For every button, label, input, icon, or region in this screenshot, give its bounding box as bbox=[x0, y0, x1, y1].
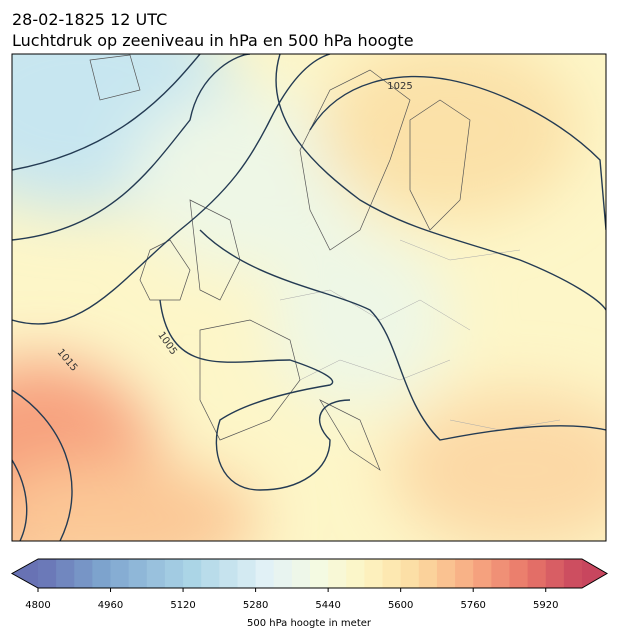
colorbar-band bbox=[56, 559, 75, 588]
colorbar: 4800 4960 5120 5280 5440 5600 5760 5920 bbox=[10, 558, 608, 611]
colorbar-tick-label: 5440 bbox=[315, 600, 340, 611]
colorbar-band bbox=[418, 559, 438, 588]
colorbar-label: 500 hPa hoogte in meter bbox=[247, 618, 372, 629]
colorbar-band bbox=[382, 559, 402, 588]
colorbar-extend-low bbox=[12, 559, 38, 588]
date-line: 28-02-1825 12 UTC bbox=[12, 10, 167, 29]
colorbar-band bbox=[328, 559, 347, 588]
colorbar-band bbox=[364, 559, 384, 588]
colorbar-band bbox=[128, 559, 148, 588]
colorbar-band bbox=[400, 559, 420, 588]
colorbar-band bbox=[92, 559, 112, 588]
colorbar-band bbox=[310, 559, 329, 588]
colorbar-band bbox=[219, 559, 238, 588]
colorbar-band bbox=[473, 559, 492, 588]
colorbar-band bbox=[291, 559, 311, 588]
colorbar-tick-label: 5120 bbox=[170, 600, 195, 611]
map: 1025 1005 1015 bbox=[12, 54, 606, 541]
colorbar-band bbox=[183, 559, 202, 588]
contour-label: 1025 bbox=[387, 81, 412, 92]
colorbar-band bbox=[491, 559, 510, 588]
colorbar-band bbox=[545, 559, 565, 588]
colorbar-outline bbox=[10, 558, 608, 589]
colorbar-band bbox=[509, 559, 529, 588]
colorbar-band bbox=[436, 559, 456, 588]
colorbar-band bbox=[164, 559, 184, 588]
colorbar-band bbox=[455, 559, 474, 588]
colorbar-band bbox=[255, 559, 275, 588]
colorbar-band bbox=[74, 559, 93, 588]
colorbar-band bbox=[346, 559, 365, 588]
colorbar-extend-high bbox=[582, 559, 607, 588]
colorbar-tick-label: 5600 bbox=[388, 600, 413, 611]
map-title: Luchtdruk op zeeniveau in hPa en 500 hPa… bbox=[12, 31, 414, 50]
colorbar-tick-label: 5920 bbox=[533, 600, 558, 611]
colorbar-band bbox=[201, 559, 220, 588]
colorbar-tick-label: 4800 bbox=[25, 600, 50, 611]
colorbar-band bbox=[110, 559, 130, 588]
colorbar-band bbox=[273, 559, 293, 588]
colorbar-band bbox=[38, 559, 57, 588]
colorbar-tick-label: 5280 bbox=[243, 600, 268, 611]
colorbar-tick-label: 4960 bbox=[98, 600, 123, 611]
map-frame bbox=[11, 53, 607, 542]
colorbar-tick-label: 5760 bbox=[460, 600, 485, 611]
colorbar-band bbox=[237, 559, 257, 588]
colorbar-band bbox=[146, 559, 166, 588]
colorbar-band bbox=[563, 559, 583, 588]
colorbar-band bbox=[527, 559, 547, 588]
